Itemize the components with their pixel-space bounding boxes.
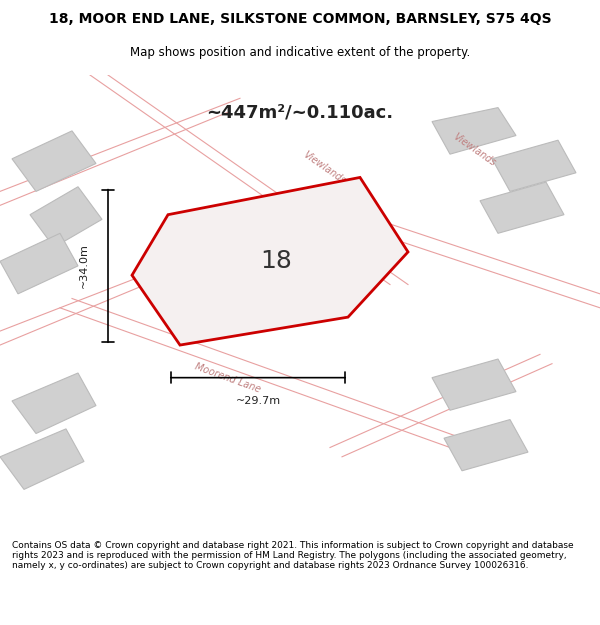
Text: Viewlands: Viewlands xyxy=(301,150,347,186)
Text: ~34.0m: ~34.0m xyxy=(79,244,89,288)
Text: ~29.7m: ~29.7m xyxy=(235,396,281,406)
Polygon shape xyxy=(432,359,516,410)
Polygon shape xyxy=(12,131,96,191)
Text: 18, MOOR END LANE, SILKSTONE COMMON, BARNSLEY, S75 4QS: 18, MOOR END LANE, SILKSTONE COMMON, BAR… xyxy=(49,12,551,26)
Text: ~447m²/~0.110ac.: ~447m²/~0.110ac. xyxy=(206,103,394,121)
Polygon shape xyxy=(492,140,576,191)
Polygon shape xyxy=(12,373,96,434)
Polygon shape xyxy=(30,187,102,248)
Text: Moorend Lane: Moorend Lane xyxy=(194,361,262,394)
Polygon shape xyxy=(0,429,84,489)
Polygon shape xyxy=(480,182,564,233)
Text: Viewlands: Viewlands xyxy=(451,131,497,168)
Polygon shape xyxy=(0,233,78,294)
Polygon shape xyxy=(444,419,528,471)
Text: Contains OS data © Crown copyright and database right 2021. This information is : Contains OS data © Crown copyright and d… xyxy=(12,541,574,571)
Text: 18: 18 xyxy=(260,249,292,273)
Text: Map shows position and indicative extent of the property.: Map shows position and indicative extent… xyxy=(130,46,470,59)
Polygon shape xyxy=(432,107,516,154)
Polygon shape xyxy=(132,177,408,345)
